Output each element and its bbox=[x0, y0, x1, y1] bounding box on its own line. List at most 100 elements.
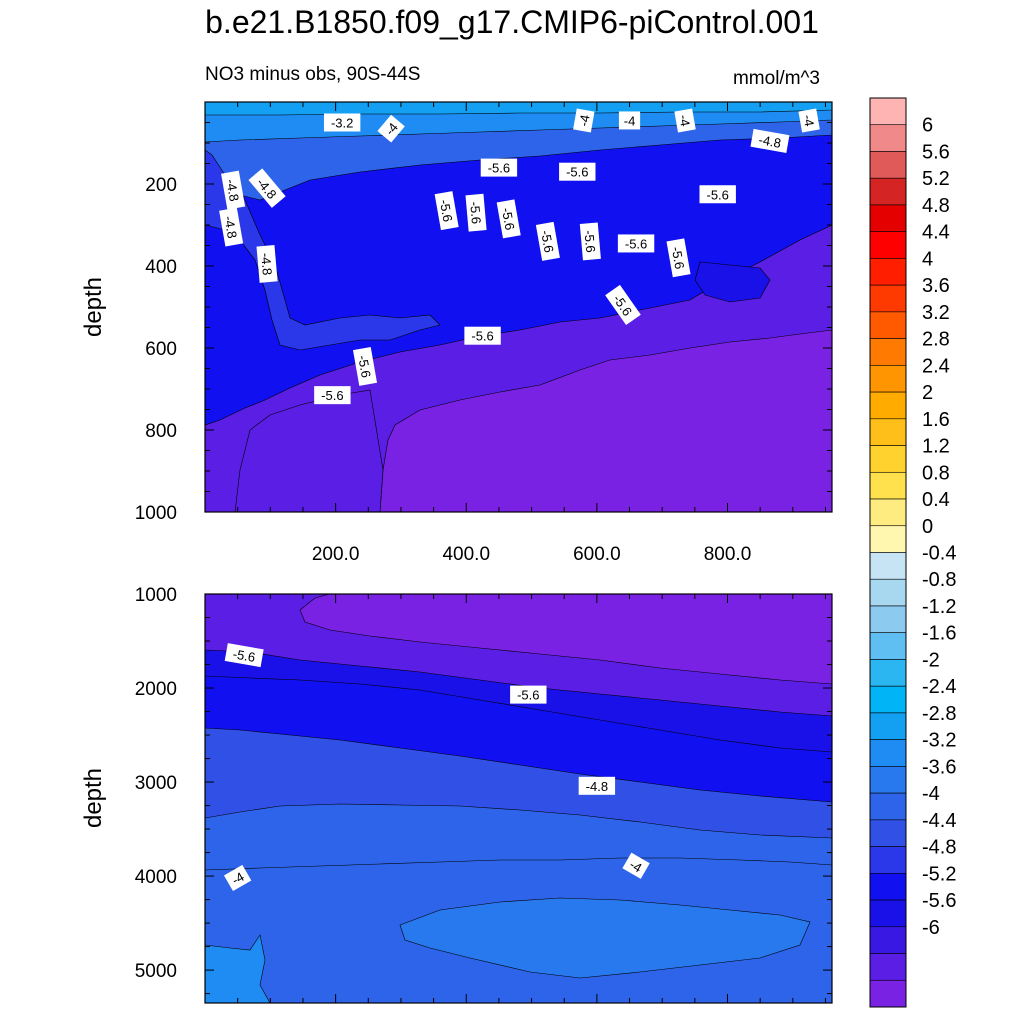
y-tick-label: 4000 bbox=[135, 867, 177, 888]
bottom-fill-band-violet-deep bbox=[299, 594, 832, 685]
contour-label-text: -5.6 bbox=[321, 388, 343, 403]
contour-label-text: -4.8 bbox=[223, 178, 242, 203]
colorbar-label: -4.8 bbox=[922, 837, 956, 859]
contour-label-text: -5.6 bbox=[538, 229, 557, 254]
colorbar: 6 5.6 5.2 4.8 4.4 4 3.6 3.2 2.8 2.4 2 1.6 1.2 0.8 0.4 0… bbox=[869, 97, 956, 1008]
contour-label-bg bbox=[573, 108, 595, 133]
colorbar-label: -1.2 bbox=[922, 596, 956, 618]
contour-label: -4.8 bbox=[221, 170, 246, 210]
colorbar-label: -1.6 bbox=[922, 623, 956, 645]
y-tick-label: 1000 bbox=[135, 503, 177, 524]
x-tick-label: 800.0 bbox=[704, 544, 752, 565]
y-tick-label: 2000 bbox=[135, 679, 177, 700]
colorbar-label: 5.6 bbox=[922, 141, 950, 163]
colorbar-label: 3.2 bbox=[922, 302, 950, 324]
plot-frame bbox=[204, 593, 833, 1004]
contour-label: -5.6 bbox=[535, 221, 560, 261]
colorbar-label: 2.8 bbox=[922, 329, 950, 351]
colorbar-label: 3.6 bbox=[922, 275, 950, 297]
top-panel-fill bbox=[205, 102, 832, 512]
colorbar-label: 1.2 bbox=[922, 436, 950, 458]
contour-label-text: -5.6 bbox=[566, 165, 588, 180]
colorbar-label: 5.2 bbox=[922, 168, 950, 190]
colorbar-swatch bbox=[869, 177, 907, 206]
colorbar-label: -2.8 bbox=[922, 703, 956, 725]
colorbar-swatch bbox=[869, 926, 907, 954]
colorbar-swatch bbox=[869, 605, 907, 634]
colorbar-swatch bbox=[869, 899, 907, 928]
colorbar-swatch bbox=[869, 552, 907, 580]
colorbar-frame bbox=[869, 97, 907, 1008]
contour-label: -4 bbox=[618, 111, 641, 130]
contour-label-text: -3.2 bbox=[331, 116, 353, 131]
colorbar-swatch bbox=[869, 632, 907, 660]
x-tick-label: 400.0 bbox=[442, 544, 490, 565]
contour-label-bg bbox=[323, 113, 361, 132]
colorbar-label: -3.6 bbox=[922, 756, 956, 778]
contour-label-bg bbox=[464, 326, 501, 345]
colorbar-swatch bbox=[869, 124, 907, 152]
top-fill-band-violet-deep bbox=[379, 329, 832, 512]
y-tick-label: 200 bbox=[145, 175, 177, 196]
colorbar-label: 4.4 bbox=[922, 222, 950, 244]
colorbar-swatch bbox=[869, 231, 907, 259]
contour-label-text: -5.6 bbox=[499, 207, 518, 232]
colorbar-label: 4 bbox=[922, 248, 933, 270]
contour-label: -4 bbox=[798, 108, 820, 133]
colorbar-label: -5.6 bbox=[922, 890, 956, 912]
colorbar-label: 0.8 bbox=[922, 462, 950, 484]
colorbar-label: 1.6 bbox=[922, 409, 950, 431]
contour-label-text: -5.6 bbox=[467, 201, 484, 225]
contour-label-bg bbox=[510, 685, 547, 704]
colorbar-label: -5.2 bbox=[922, 863, 956, 885]
contour-label-text: -5.6 bbox=[707, 187, 729, 202]
colorbar-swatch bbox=[869, 712, 907, 740]
contour-label: -5.6 bbox=[434, 191, 459, 231]
contour-label-text: -4.8 bbox=[258, 252, 275, 276]
y-tick-label: 1000 bbox=[135, 585, 177, 606]
colorbar-label: -2.4 bbox=[922, 676, 956, 698]
contour-label-bg bbox=[256, 245, 278, 283]
y-tick-label: 400 bbox=[145, 257, 177, 278]
contour-label: -5.6 bbox=[559, 162, 596, 181]
contour-label-bg bbox=[223, 864, 252, 892]
contour-label: -5.6 bbox=[224, 643, 264, 668]
contour-label-text: -4 bbox=[576, 114, 593, 128]
bottom-contour-labels: -5.6 -5.6 -4.8 -4 -4 bbox=[223, 643, 650, 892]
colorbar-swatch bbox=[869, 471, 907, 500]
colorbar-label: -3.2 bbox=[922, 730, 956, 752]
contour-label: -5.6 bbox=[496, 199, 521, 239]
contour-label: -5.6 bbox=[699, 185, 736, 204]
colorbar-label: 2 bbox=[922, 382, 933, 404]
contour-label-bg bbox=[377, 114, 405, 143]
contour-label-text: -4.8 bbox=[586, 779, 608, 794]
contour-label-text: -5.6 bbox=[437, 198, 456, 223]
colorbar-label: -0.8 bbox=[922, 569, 956, 591]
contour-label-bg bbox=[221, 170, 246, 210]
bottom-fill-band-pool bbox=[399, 897, 811, 979]
colorbar-swatch bbox=[869, 578, 907, 607]
contour-label-text: -5.6 bbox=[581, 230, 598, 254]
colorbar-label: -2 bbox=[922, 649, 940, 671]
top-fill-band-medium bbox=[205, 134, 441, 351]
contour-label-text: -4.8 bbox=[221, 215, 240, 240]
colorbar-swatch bbox=[869, 739, 907, 767]
colorbar-swatch bbox=[869, 846, 907, 874]
contour-label: -5.6 bbox=[465, 193, 487, 232]
contour-label: -5.6 bbox=[666, 238, 691, 278]
contour-label: -4.8 bbox=[256, 245, 278, 283]
contour-label: -4.8 bbox=[219, 207, 244, 247]
colorbar-swatch bbox=[869, 953, 907, 981]
colorbar-swatch bbox=[869, 525, 907, 553]
contour-label-bg bbox=[224, 643, 264, 668]
contour-label: -4 bbox=[573, 108, 595, 133]
y-tick-label: 3000 bbox=[135, 773, 177, 794]
y-tick-label: 800 bbox=[145, 421, 177, 442]
contour-label-bg bbox=[352, 346, 378, 386]
contour-label: -5.6 bbox=[314, 386, 351, 405]
bottom-panel-fill bbox=[205, 594, 832, 1003]
contour-label-text: -5.6 bbox=[488, 161, 510, 176]
x-tick-label: 600.0 bbox=[573, 544, 621, 565]
contour-label: -4 bbox=[377, 114, 405, 143]
